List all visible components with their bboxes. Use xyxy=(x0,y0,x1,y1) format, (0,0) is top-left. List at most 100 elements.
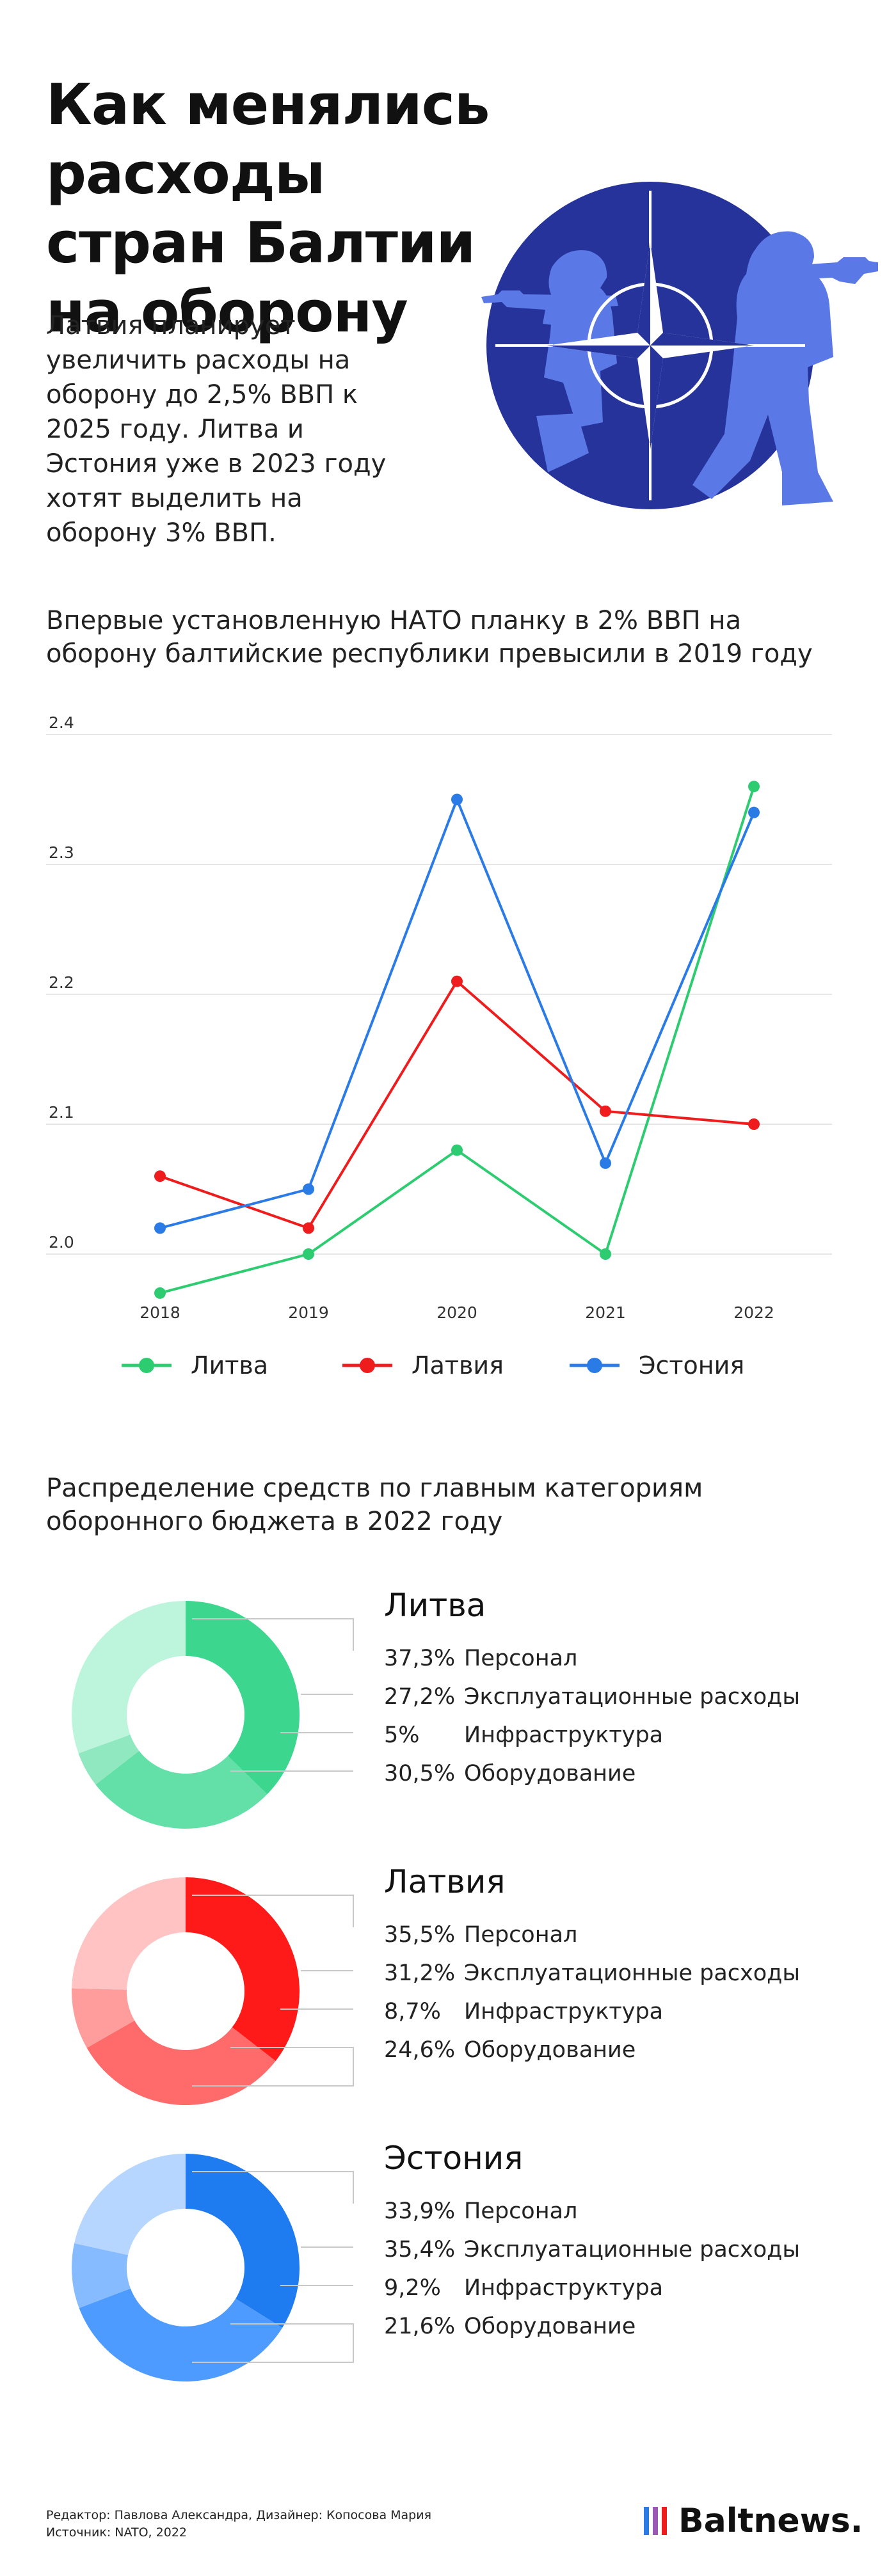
soldier-right-icon xyxy=(692,231,878,505)
donut-slice xyxy=(186,1877,300,2062)
donut-legend-label: Персонал xyxy=(464,1646,578,1671)
baltnews-bars-icon xyxy=(644,2507,673,2535)
donut-legend-label: Оборудование xyxy=(464,2037,636,2063)
data-point xyxy=(451,793,463,806)
data-point xyxy=(154,1170,166,1182)
credit-line: Редактор: Павлова Александра, Дизайнер: … xyxy=(46,2508,431,2522)
donut-legend-row: 8,7% Инфраструктура xyxy=(384,1999,663,2024)
donut-slice xyxy=(186,1601,300,1795)
data-point xyxy=(748,781,760,793)
donut-legend-row: 35,5% Персонал xyxy=(384,1922,577,1948)
data-point xyxy=(748,1118,760,1130)
donut-legend-label: Оборудование xyxy=(464,2314,636,2339)
donut-legend-value: 33,9% xyxy=(384,2198,456,2224)
y-tick-label: 2.2 xyxy=(49,973,74,992)
donut-legend-label: Эксплуатационные расходы xyxy=(464,1960,800,1986)
donut-legend-value: 21,6% xyxy=(384,2314,456,2339)
donut-block-estonia: Эстония 33,9% Персонал 35,4% Эксплуатацион… xyxy=(0,2140,896,2396)
intro-line: Латвия планирует xyxy=(46,311,296,340)
donut-section-title-line: Распределение средств по главным категор… xyxy=(46,1474,703,1503)
donut-legend-row: 35,4% Эксплуатационные расходы xyxy=(384,2237,800,2262)
x-tick-label: 2021 xyxy=(585,1303,626,1322)
donut-legend-value: 35,5% xyxy=(384,1922,456,1948)
data-point xyxy=(303,1248,314,1260)
donut-slice xyxy=(86,2020,276,2105)
donut-legend-label: Персонал xyxy=(464,2198,578,2224)
donut-slice xyxy=(71,2243,131,2309)
donut-legend-value: 5% xyxy=(384,1722,420,1748)
intro-line: 2025 году. Литва и xyxy=(46,415,304,444)
x-tick-label: 2020 xyxy=(436,1303,477,1322)
donut-section-title: Распределение средств по главным категор… xyxy=(46,1472,852,1538)
donut-legend-label: Инфраструктура xyxy=(464,2275,664,2301)
data-point xyxy=(154,1287,166,1299)
series-line xyxy=(159,786,755,1294)
legend-label: Эстония xyxy=(639,1351,744,1379)
donut-legend-label: Эксплуатационные расходы xyxy=(464,2237,800,2262)
data-point xyxy=(600,1105,611,1117)
donut-legend-label: Инфраструктура xyxy=(464,1999,664,2024)
data-point xyxy=(451,1144,463,1156)
series-line xyxy=(159,798,755,1230)
donut-legend-label: Инфраструктура xyxy=(464,1722,664,1748)
donut-block-latvia: Латвия 35,5% Персонал 31,2% Эксплуатационн… xyxy=(0,1863,896,2119)
y-tick-label: 2.4 xyxy=(49,713,74,732)
donut-slice xyxy=(79,2288,283,2381)
donut-slice xyxy=(74,2154,186,2255)
donut-leader-lines xyxy=(192,1618,354,1772)
donut-slice xyxy=(78,1735,140,1785)
donut-chart-lithuania xyxy=(71,1601,300,1829)
donut-legend-label: Персонал xyxy=(464,1922,578,1948)
intro-line: оборону до 2,5% ВВП к xyxy=(46,380,358,409)
donut-legend-row: 27,2% Эксплуатационные расходы xyxy=(384,1684,800,1710)
donut-slice xyxy=(71,1601,186,1754)
data-point xyxy=(451,975,463,987)
donut-section-title-line: оборонного бюджета в 2022 году xyxy=(46,1507,503,1536)
data-point xyxy=(600,1157,611,1169)
donut-leader-lines xyxy=(192,2171,354,2363)
donut-legend-row: 9,2% Инфраструктура xyxy=(384,2275,663,2301)
donut-block-lithuania: Литва 37,3% Персонал 27,2% Эксплуатационны… xyxy=(0,1587,896,1843)
donut-chart-estonia xyxy=(71,2154,300,2381)
donut-legend-value: 30,5% xyxy=(384,1761,456,1786)
brand-name: Baltnews. xyxy=(678,2502,863,2540)
intro-line: хотят выделить на xyxy=(46,484,303,513)
donut-slice xyxy=(95,1751,268,1829)
line-chart-title: Впервые установленную НАТО планку в 2% В… xyxy=(46,604,852,671)
donut-country-name: Латвия xyxy=(384,1863,506,1900)
legend-marker xyxy=(587,1358,602,1373)
credits: Редактор: Павлова Александра, Дизайнер: … xyxy=(46,2507,431,2541)
donut-leader-lines xyxy=(192,1895,354,2087)
intro-line: Эстония уже в 2023 году xyxy=(46,449,387,479)
donut-legend-value: 8,7% xyxy=(384,1999,441,2024)
donut-legend-label: Эксплуатационные расходы xyxy=(464,1684,800,1710)
donut-legend-row: 21,6% Оборудование xyxy=(384,2314,636,2339)
data-point xyxy=(600,1248,611,1260)
intro-text: Латвия планирует увеличить расходы на об… xyxy=(46,308,430,550)
series-line xyxy=(159,980,755,1230)
data-point xyxy=(154,1222,166,1234)
donut-slice xyxy=(186,2154,300,2328)
donut-legend-value: 35,4% xyxy=(384,2237,456,2262)
donut-legend-row: 5% Инфраструктура xyxy=(384,1722,663,1748)
donut-legend-row: 30,5% Оборудование xyxy=(384,1761,636,1786)
page-title: Как менялись расходы стран Балтии на обо… xyxy=(46,70,782,347)
x-tick-label: 2022 xyxy=(733,1303,774,1322)
line-chart-title-line: оборону балтийские республики превысили … xyxy=(46,639,813,669)
data-point xyxy=(303,1222,314,1234)
title-line: стран Балтии xyxy=(46,210,476,276)
legend-marker xyxy=(139,1358,154,1373)
donut-legend-row: 31,2% Эксплуатационные расходы xyxy=(384,1960,800,1986)
data-point xyxy=(303,1183,314,1195)
donut-legend-label: Оборудование xyxy=(464,1761,636,1786)
nato-emblem-icon xyxy=(481,182,878,509)
x-tick-label: 2018 xyxy=(140,1303,180,1322)
donut-slice xyxy=(72,1877,186,1990)
data-point xyxy=(748,806,760,818)
donut-legend-value: 31,2% xyxy=(384,1960,456,1986)
compass-star-icon xyxy=(495,191,805,500)
donut-legend-value: 24,6% xyxy=(384,2037,456,2063)
line-chart-title-line: Впервые установленную НАТО планку в 2% В… xyxy=(46,606,742,635)
x-tick-label: 2019 xyxy=(288,1303,329,1322)
donut-legend-value: 37,3% xyxy=(384,1646,456,1671)
